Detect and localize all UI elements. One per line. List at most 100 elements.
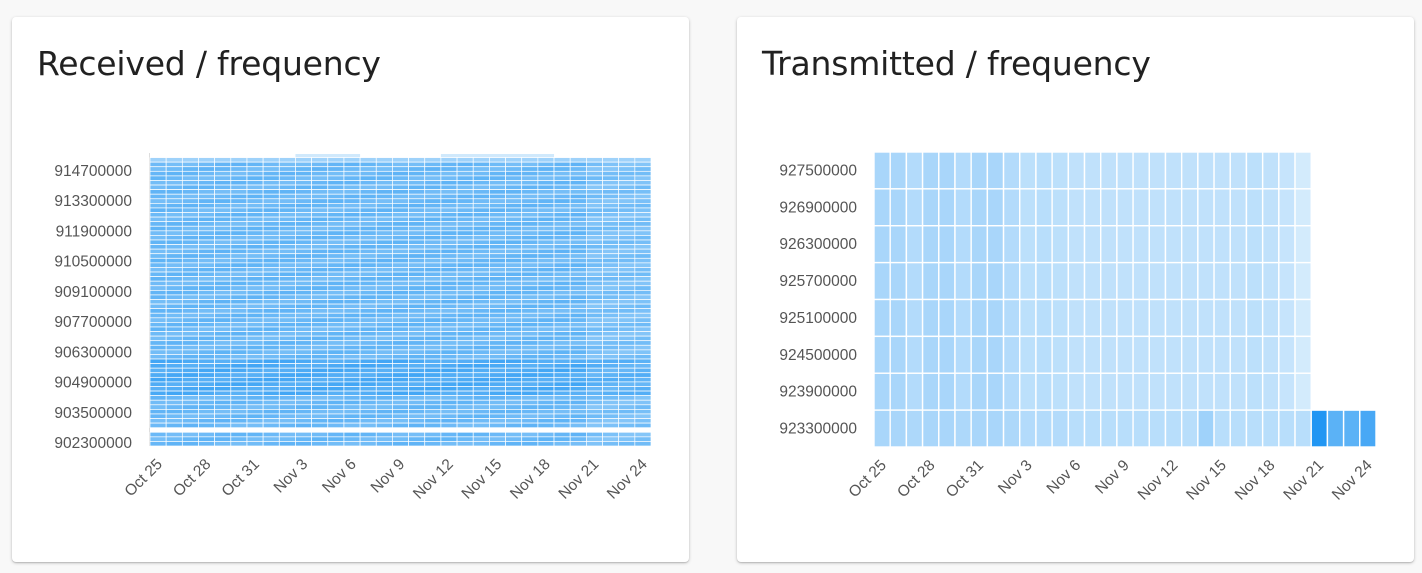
received-heatmap-cell (489, 207, 506, 213)
received-heatmap-cell (165, 326, 183, 332)
transmitted-x-tick-label: Oct 28 (894, 457, 938, 501)
transmitted-heatmap-cell (889, 409, 908, 448)
received-heatmap-cell (392, 308, 409, 314)
transmitted-heatmap-cell (1132, 409, 1150, 448)
transmitted-heatmap-cell (1067, 335, 1086, 374)
received-heatmap-cell (149, 257, 167, 264)
received-heatmap-cell (278, 413, 296, 419)
received-heatmap-cell (569, 203, 587, 209)
received-heatmap-cell (295, 349, 312, 355)
received-heatmap-cell (278, 294, 296, 300)
received-heatmap-cell (424, 422, 442, 429)
transmitted-heatmap-cell (1278, 298, 1296, 338)
received-heatmap-cell (489, 289, 506, 296)
received-heatmap-cell (295, 239, 312, 245)
received-heatmap-cell (602, 404, 620, 410)
received-heatmap-cell (602, 395, 620, 401)
transmitted-heatmap-cell (1116, 225, 1134, 264)
transmitted-x-tick-label: Nov 21 (1280, 457, 1327, 504)
received-heatmap-cell (198, 221, 215, 227)
received-heatmap-cell (181, 367, 199, 374)
transmitted-heatmap-cell (1229, 372, 1248, 411)
received-heatmap-cell (295, 294, 312, 300)
received-heatmap-cell (198, 225, 215, 232)
received-heatmap-cell (586, 335, 603, 342)
received-heatmap-cell (343, 225, 361, 232)
transmitted-x-tick-label: Nov 24 (1329, 457, 1376, 504)
received-heatmap-cell (311, 180, 329, 186)
received-heatmap-cell (295, 413, 312, 419)
transmitted-heatmap-cell (1278, 409, 1296, 448)
received-heatmap-cell (618, 431, 636, 438)
received-heatmap-cell (262, 322, 280, 328)
received-heatmap-cell (343, 267, 361, 273)
received-heatmap-cell (343, 253, 361, 259)
received-heatmap-cell (505, 189, 523, 195)
received-heatmap-cell (230, 344, 248, 351)
received-heatmap-cell (214, 257, 232, 264)
transmitted-heatmap-cell (1213, 261, 1231, 301)
transmitted-heatmap-cell (1100, 409, 1118, 448)
received-heatmap-cell (246, 203, 264, 209)
received-heatmap-cell (521, 267, 539, 273)
received-heatmap-cell (198, 157, 215, 163)
received-heatmap-cell (553, 303, 571, 310)
received-heatmap-cell (149, 207, 167, 213)
received-heatmap-cell (602, 381, 620, 387)
received-heatmap-cell (149, 399, 167, 406)
transmitted-heatmap-cell (1116, 372, 1134, 411)
received-heatmap-cell (586, 363, 603, 369)
received-heatmap-cell (343, 409, 361, 415)
received-heatmap-cell (327, 358, 345, 364)
received-heatmap-cell (278, 170, 296, 177)
received-heatmap-cell (472, 303, 490, 310)
received-heatmap-cell (489, 322, 506, 328)
received-heatmap-cell (295, 395, 312, 401)
received-heatmap-cell (618, 303, 636, 310)
received-heatmap-cell (537, 386, 555, 392)
received-heatmap-cell (198, 367, 215, 374)
received-heatmap-cell (456, 267, 474, 273)
received-heatmap-cell (408, 230, 426, 236)
transmitted-heatmap-cell (1132, 225, 1150, 264)
received-heatmap-cell (489, 344, 506, 351)
received-heatmap-cell (472, 376, 490, 383)
received-heatmap-cell (440, 326, 458, 332)
received-heatmap-cell (553, 262, 571, 268)
received-heatmap-cell (181, 395, 199, 401)
transmitted-heatmap-cell (1083, 261, 1102, 301)
received-heatmap-cell (375, 303, 393, 310)
received-heatmap-cell (602, 312, 620, 319)
received-heatmap-cell (327, 280, 345, 287)
received-heatmap-cell (408, 289, 426, 296)
received-heatmap-cell (165, 441, 183, 447)
transmitted-heatmap-cell (1100, 298, 1118, 338)
received-heatmap-cell (489, 441, 506, 447)
received-heatmap-cell (408, 367, 426, 374)
received-heatmap-cell (262, 221, 280, 227)
received-heatmap-cell (149, 303, 167, 310)
received-heatmap-cell (505, 175, 523, 181)
received-heatmap-cell (198, 166, 215, 172)
received-heatmap-cell (489, 239, 506, 245)
received-heatmap-cell (424, 253, 442, 259)
received-heatmap-cell (149, 431, 167, 438)
transmitted-heatmap-cell (954, 409, 972, 448)
received-heatmap-cell (618, 267, 636, 273)
received-heatmap-cell (262, 367, 280, 374)
received-heatmap-cell (214, 189, 232, 195)
received-y-tick-label: 902300000 (54, 435, 132, 452)
received-heatmap-cell (602, 193, 620, 200)
received-heatmap-cell (359, 289, 377, 296)
received-heatmap-cell (181, 280, 199, 287)
received-heatmap-cell (295, 225, 312, 232)
transmitted-heatmap-cell (1245, 151, 1264, 190)
received-heatmap-cell (392, 166, 409, 172)
received-heatmap-cell (408, 166, 426, 172)
received-heatmap-cell (327, 221, 345, 227)
transmitted-heatmap-cell (1342, 409, 1361, 448)
received-heatmap-cell (586, 294, 603, 300)
received-heatmap-cell (618, 253, 636, 259)
received-heatmap-cell (634, 294, 652, 300)
received-heatmap-cell (246, 322, 264, 328)
